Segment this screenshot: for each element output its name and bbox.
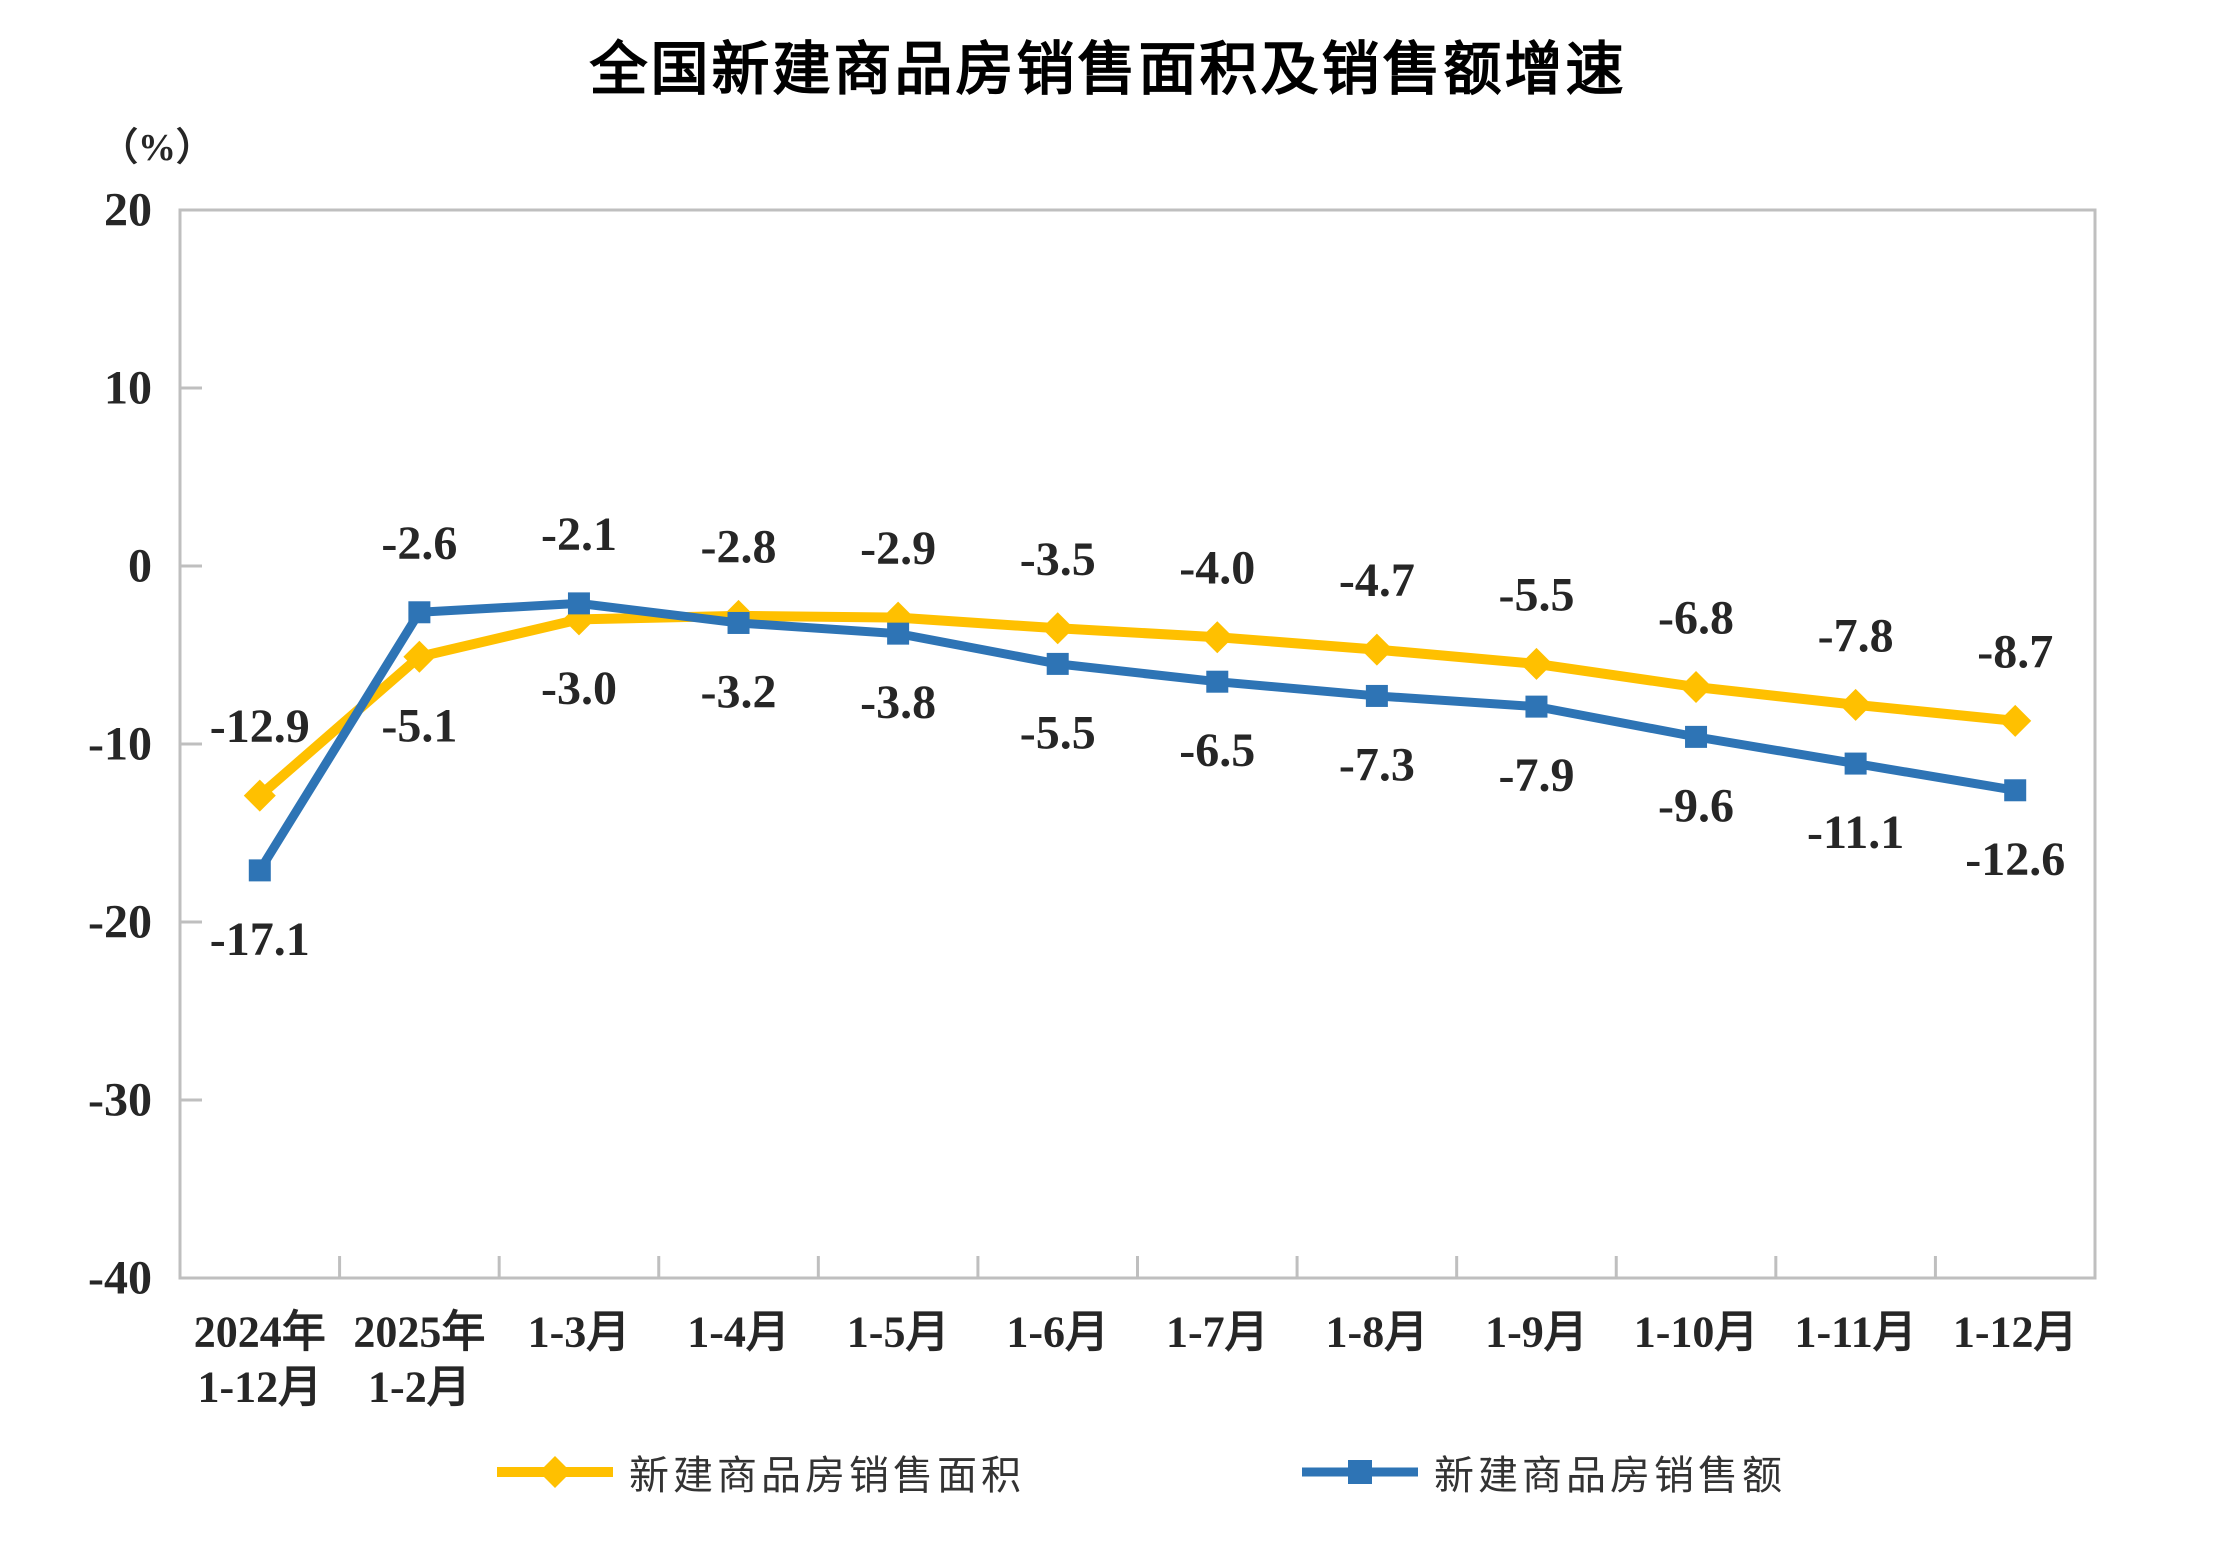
data-label: -2.6 [381,517,457,570]
x-axis-category-label: 1-11月 [1795,1308,1917,1357]
legend-item-sales-amount: 新建商品房销售额 [1300,1448,1786,1498]
data-point-marker-square [1685,725,1708,748]
data-point-marker-diamond [1520,647,1553,680]
y-axis-unit-label: （%） [100,127,215,169]
data-point-marker-diamond [1201,621,1234,654]
legend-label-sales-area: 新建商品房销售面积 [629,1453,1025,1498]
x-axis-category-label: 1-8月 [1326,1308,1429,1357]
data-label: -8.7 [1977,625,2053,678]
x-axis-category-label: 2024年 [194,1308,326,1357]
x-axis-category-label: 1-5月 [847,1308,950,1357]
data-label: -11.1 [1807,806,1904,859]
data-point-marker-square [1844,752,1867,775]
data-point-marker-diamond [1999,704,2032,737]
x-axis-category-label: 1-3月 [528,1308,631,1357]
data-label: -17.1 [210,913,310,966]
data-point-marker-diamond [403,640,436,673]
data-label: -9.6 [1658,779,1734,832]
data-point-marker-square [2004,779,2027,802]
x-axis-category-label: 1-2月 [368,1363,471,1412]
data-label: -3.5 [1020,533,1096,586]
data-point-marker-square [1046,652,1069,675]
series-line-sales-amount [255,598,2020,875]
data-label: -6.5 [1179,724,1255,777]
data-point-marker-square [248,859,271,882]
data-label: -7.3 [1339,738,1415,791]
data-label: -6.8 [1658,592,1734,645]
data-label: -7.8 [1818,609,1894,662]
legend-label-sales-amount: 新建商品房销售额 [1434,1453,1786,1498]
data-point-marker-square [1206,670,1229,693]
x-axis-category-label: 2025年 [353,1308,485,1357]
data-point-marker-diamond [1041,612,1074,645]
data-label: -2.8 [701,520,777,573]
x-axis-category-label: 1-9月 [1485,1308,1588,1357]
x-axis-category-label: 1-7月 [1166,1308,1269,1357]
data-label: -2.9 [860,522,936,575]
data-label: -5.5 [1020,706,1096,759]
data-label: -12.6 [1965,833,2065,886]
y-axis-tick-label: -30 [88,1074,152,1127]
data-point-marker-square [727,611,750,634]
sales-area-legend-marker-icon [497,1456,613,1488]
data-point-marker-diamond [1839,688,1872,721]
data-point-marker-diamond [1360,633,1393,666]
data-point-marker-square [1365,684,1388,707]
data-point-marker-diamond [1680,671,1713,704]
data-label: -2.1 [541,508,617,561]
y-axis-tick-label: 20 [104,184,152,237]
x-axis-category-label: 1-6月 [1006,1308,1109,1357]
data-label: -3.2 [701,665,777,718]
data-point-marker-diamond [243,779,276,812]
data-point-marker-square [408,601,431,624]
y-axis-tick-label: -10 [88,718,152,771]
data-label: -4.0 [1179,542,1255,595]
data-label: -3.0 [541,662,617,715]
data-label: -4.7 [1339,554,1415,607]
x-axis-category-label: 1-10月 [1634,1308,1759,1357]
data-point-marker-square [567,592,590,615]
y-axis-tick-label: -20 [88,896,152,949]
data-label: -5.1 [381,699,457,752]
data-label: -5.5 [1498,568,1574,621]
data-point-marker-square [887,622,910,645]
series-line-sales-area [254,610,2021,801]
chart-title: 全国新建商品房销售面积及销售额增速 [589,37,1627,102]
x-axis-category-label: 1-12月 [1953,1308,2078,1357]
data-label: -3.8 [860,676,936,729]
plot-border [178,208,2097,1280]
y-axis-tick-label: -40 [88,1252,152,1305]
legend-item-sales-area: 新建商品房销售面积 [495,1448,1025,1498]
y-axis-tick-label: 10 [104,362,152,415]
sales-amount-legend-marker-icon [1302,1460,1418,1484]
data-label: -7.9 [1498,749,1574,802]
data-point-marker-square [1525,695,1548,718]
x-axis-category-label: 1-12月 [197,1363,322,1412]
y-axis-tick-label: 0 [128,540,152,593]
data-label: -12.9 [210,700,310,753]
x-axis-category-label: 1-4月 [687,1308,790,1357]
